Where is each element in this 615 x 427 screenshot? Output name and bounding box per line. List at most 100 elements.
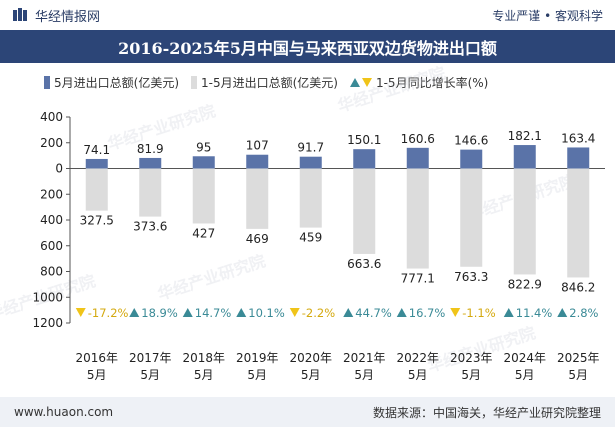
bar-cumulative [567, 168, 590, 278]
x-tick-label-month: 5月 [461, 368, 481, 382]
data-label-cumulative: 846.2 [561, 280, 595, 294]
footer-url[interactable]: www.huaon.com [14, 405, 114, 419]
legend-triangle-up-icon [349, 77, 360, 87]
bar-monthly [139, 157, 162, 169]
x-tick-label-year: 2016年 [75, 351, 118, 365]
growth-triangle-up-icon [396, 308, 407, 317]
y-tick-label: 0 [55, 162, 63, 176]
data-label-cumulative: 427 [192, 226, 215, 240]
bar-cumulative [85, 168, 108, 211]
data-label-cumulative: 327.5 [80, 214, 114, 228]
data-label-monthly: 150.1 [347, 133, 381, 147]
bar-cumulative [246, 168, 269, 229]
growth-triangle-up-icon [129, 308, 140, 317]
x-tick-label-month: 5月 [568, 368, 588, 382]
growth-triangle-up-icon [343, 308, 354, 317]
legend-label-growth: 1-5月同比增长率(%) [375, 75, 489, 90]
data-label-cumulative: 469 [246, 232, 269, 246]
growth-triangle-down-icon [450, 308, 461, 317]
x-tick-label-month: 5月 [301, 368, 321, 382]
bar-cumulative [353, 168, 376, 254]
data-label-growth: 2.8% [569, 306, 598, 320]
chart-title: 2016-2025年5月中国与马来西亚双边货物进出口额 [0, 30, 615, 63]
x-tick-label-month: 5月 [354, 368, 374, 382]
footer-source: 数据来源：中国海关，华经产业研究院整理 [372, 405, 601, 420]
chart-plot: 华经产业研究院华经产业研究院华经产业研究院华经产业研究院华经产业研究院华经产业研… [0, 63, 605, 382]
x-tick-label-year: 2017年 [129, 351, 172, 365]
data-label-growth: 10.1% [248, 306, 285, 320]
watermark-text: 华经产业研究院 [155, 251, 267, 304]
data-label-cumulative: 459 [299, 231, 322, 245]
data-label-growth: -2.2% [302, 306, 335, 320]
data-label-monthly: 182.1 [508, 129, 542, 143]
data-label-cumulative: 373.6 [133, 220, 167, 234]
data-label-cumulative: 763.3 [454, 270, 488, 284]
data-label-growth: -17.2% [88, 306, 129, 320]
legend-swatch-monthly [44, 75, 50, 89]
x-tick-label-year: 2025年 [557, 351, 600, 365]
x-tick-label-month: 5月 [140, 368, 160, 382]
bar-cumulative [192, 168, 215, 224]
bar-monthly [460, 149, 483, 169]
bar-monthly [406, 147, 429, 169]
data-label-growth: 18.9% [141, 306, 178, 320]
x-tick-label-year: 2022年 [396, 351, 439, 365]
brand-name: 华经情报网 [35, 9, 101, 25]
footer: www.huaon.com 数据来源：中国海关，华经产业研究院整理 [0, 397, 615, 427]
data-label-monthly: 107 [246, 139, 269, 153]
legend-item-cumulative: 1-5月进出口总额(亿美元) [191, 74, 338, 91]
legend-label-monthly: 5月进出口总额(亿美元) [54, 75, 179, 90]
legend-swatch-cumulative [191, 75, 197, 89]
x-tick-label-year: 2019年 [236, 351, 279, 365]
bar-cumulative [139, 168, 162, 217]
legend-label-cumulative: 1-5月进出口总额(亿美元) [201, 75, 338, 90]
data-label-growth: -1.1% [462, 306, 495, 320]
bar-monthly [192, 156, 215, 169]
brand-logo-icon [13, 8, 27, 21]
x-tick-label-year: 2018年 [182, 351, 225, 365]
x-tick-label-year: 2021年 [343, 351, 386, 365]
bar-cumulative [406, 168, 429, 269]
growth-triangle-down-icon [289, 308, 300, 317]
data-label-growth: 14.7% [195, 306, 232, 320]
bar-monthly [85, 158, 108, 169]
bar-monthly [567, 147, 590, 169]
y-tick-label: 1200 [32, 316, 63, 330]
growth-triangle-down-icon [75, 308, 86, 317]
data-label-monthly: 163.4 [561, 131, 595, 145]
data-label-monthly: 160.6 [401, 132, 435, 146]
bar-monthly [513, 145, 536, 169]
y-tick-label: 800 [40, 265, 63, 279]
bar-monthly [299, 156, 322, 169]
growth-triangle-up-icon [503, 308, 514, 317]
legend-item-growth: 1-5月同比增长率(%) [349, 74, 489, 91]
growth-triangle-up-icon [557, 308, 568, 317]
x-tick-label-month: 5月 [515, 368, 535, 382]
x-tick-label-month: 5月 [247, 368, 267, 382]
data-label-growth: 11.4% [516, 306, 553, 320]
data-label-growth: 16.7% [409, 306, 446, 320]
x-tick-label-year: 2020年 [289, 351, 332, 365]
watermark-text: 华经产业研究院 [335, 63, 447, 116]
data-label-monthly: 81.9 [137, 142, 164, 156]
bar-monthly [246, 154, 269, 169]
y-tick-label: 1000 [32, 290, 63, 304]
data-label-monthly: 74.1 [83, 143, 110, 157]
y-tick-label: 600 [40, 239, 63, 253]
brand: 华经情报网 [12, 6, 100, 25]
data-label-cumulative: 663.6 [347, 257, 381, 271]
x-tick-label-month: 5月 [194, 368, 214, 382]
x-tick-label-month: 5月 [408, 368, 428, 382]
y-tick-label: 400 [40, 213, 63, 227]
data-label-monthly: 95 [196, 140, 211, 154]
tagline: 专业严谨 • 客观科学 [492, 8, 603, 23]
data-label-growth: 44.7% [355, 306, 392, 320]
y-tick-label: 400 [40, 110, 63, 124]
data-label-monthly: 91.7 [297, 141, 324, 155]
data-label-monthly: 146.6 [454, 134, 488, 148]
top-bar: 华经情报网 专业严谨 • 客观科学 [0, 0, 615, 30]
bar-cumulative [460, 168, 483, 267]
y-tick-label: 200 [40, 136, 63, 150]
bar-cumulative [513, 168, 536, 275]
legend: 5月进出口总额(亿美元) 1-5月进出口总额(亿美元) 1-5月同比增长率(%) [44, 70, 500, 94]
